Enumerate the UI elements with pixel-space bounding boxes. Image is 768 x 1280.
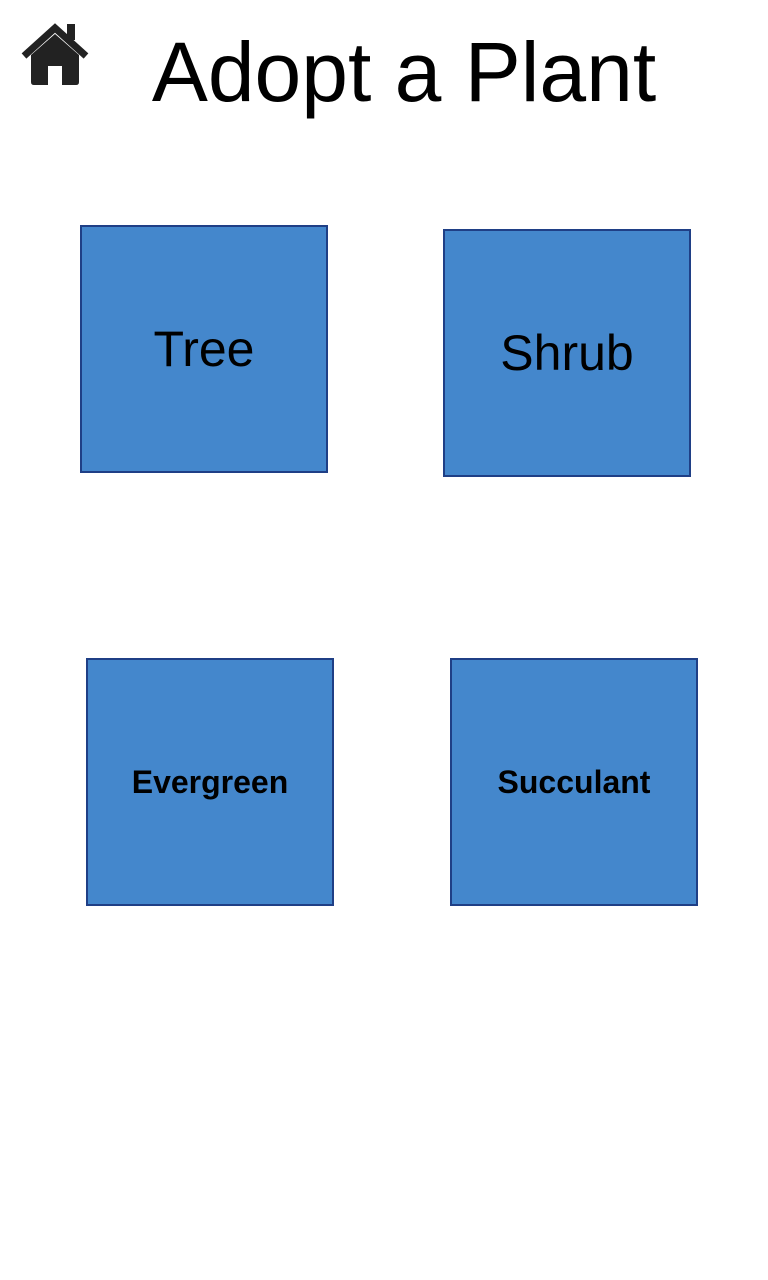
evergreen-tile-label: Evergreen	[131, 763, 289, 800]
succulant-tile-button[interactable]: Succulant	[450, 658, 698, 906]
shrub-tile-button[interactable]: Shrub	[443, 229, 691, 477]
shrub-tile-label: Shrub	[500, 325, 634, 381]
tree-tile-label: Tree	[153, 321, 255, 377]
page-title: Adopt a Plant	[151, 25, 657, 119]
tree-tile-button[interactable]: Tree	[80, 225, 328, 473]
succulant-tile-label: Succulant	[497, 763, 651, 800]
evergreen-tile-button[interactable]: Evergreen	[86, 658, 334, 906]
home-icon[interactable]	[20, 22, 90, 86]
